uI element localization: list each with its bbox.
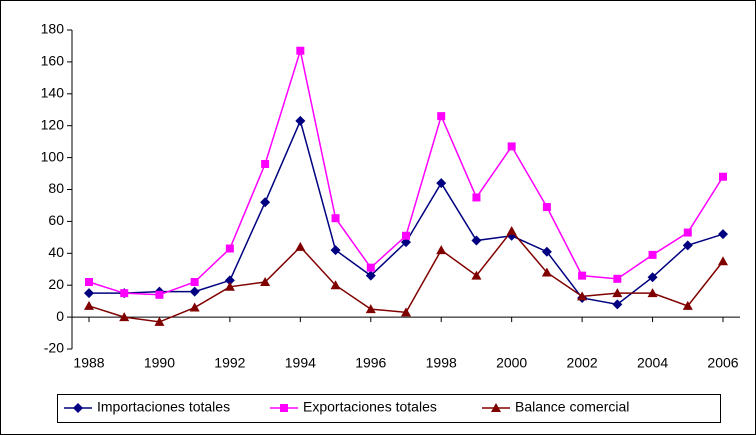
- marker: [261, 159, 270, 168]
- y-tick-label: 0: [56, 308, 64, 324]
- y-tick-label: 120: [41, 116, 65, 132]
- marker: [542, 203, 551, 212]
- y-tick-label: 100: [41, 148, 65, 164]
- marker: [612, 299, 623, 310]
- marker: [613, 274, 622, 283]
- marker: [491, 403, 501, 412]
- marker: [436, 245, 447, 255]
- x-tick-label: 1988: [73, 355, 104, 371]
- marker: [682, 300, 693, 310]
- marker: [260, 277, 271, 287]
- marker: [471, 235, 482, 246]
- marker: [330, 245, 341, 256]
- x-tick-label: 2000: [496, 355, 527, 371]
- marker: [189, 302, 200, 312]
- legend-box: [57, 394, 721, 423]
- marker: [647, 272, 658, 283]
- marker: [719, 172, 727, 181]
- legend-label: Balance comercial: [515, 399, 629, 415]
- marker: [718, 256, 728, 266]
- y-tick-label: 80: [48, 180, 64, 196]
- y-tick-label: -20: [44, 340, 64, 356]
- y-tick-label: 180: [41, 21, 65, 37]
- marker: [224, 281, 235, 291]
- marker: [402, 231, 410, 240]
- x-tick-label: 2006: [707, 355, 738, 371]
- marker: [260, 197, 271, 208]
- marker: [331, 214, 340, 223]
- x-tick-label: 2002: [567, 355, 598, 371]
- marker: [577, 291, 588, 301]
- y-tick-label: 160: [41, 53, 65, 69]
- marker: [541, 246, 552, 257]
- marker: [296, 46, 305, 55]
- y-tick-label: 60: [48, 212, 64, 228]
- marker: [437, 112, 446, 121]
- marker: [365, 270, 376, 281]
- marker: [330, 280, 341, 290]
- legend-label: Importaciones totales: [97, 399, 230, 415]
- marker: [541, 267, 552, 277]
- legend-label: Exportaciones totales: [303, 399, 437, 415]
- marker: [436, 178, 447, 189]
- marker: [73, 403, 83, 413]
- marker: [401, 307, 411, 317]
- marker: [120, 289, 129, 298]
- marker: [506, 225, 517, 235]
- x-tick-label: 1994: [285, 355, 316, 371]
- marker: [280, 404, 288, 412]
- marker: [189, 286, 200, 297]
- marker: [612, 288, 623, 298]
- marker: [507, 142, 516, 151]
- x-tick-label: 1992: [214, 355, 245, 371]
- y-tick-label: 140: [41, 85, 65, 101]
- x-tick-label: 1998: [426, 355, 457, 371]
- marker: [366, 263, 375, 272]
- marker: [225, 244, 234, 253]
- marker: [295, 115, 306, 126]
- marker: [154, 316, 165, 326]
- marker: [683, 228, 692, 237]
- marker: [85, 278, 93, 287]
- marker: [365, 304, 376, 314]
- legend: Importaciones totales Exportaciones total…: [57, 394, 721, 423]
- marker: [190, 278, 199, 287]
- marker: [648, 250, 657, 259]
- marker: [647, 288, 658, 298]
- x-tick-label: 2004: [637, 355, 668, 371]
- y-tick-label: 20: [48, 276, 64, 292]
- marker: [472, 193, 481, 202]
- marker: [295, 241, 306, 251]
- marker: [84, 300, 94, 310]
- marker: [119, 312, 130, 322]
- x-tick-label: 1996: [355, 355, 386, 371]
- marker: [471, 270, 482, 280]
- x-tick-label: 1990: [144, 355, 175, 371]
- marker: [718, 229, 728, 240]
- marker: [578, 271, 587, 280]
- marker: [682, 240, 693, 251]
- marker: [84, 288, 94, 299]
- marker: [224, 275, 235, 286]
- y-tick-label: 40: [48, 244, 64, 260]
- marker: [155, 290, 164, 299]
